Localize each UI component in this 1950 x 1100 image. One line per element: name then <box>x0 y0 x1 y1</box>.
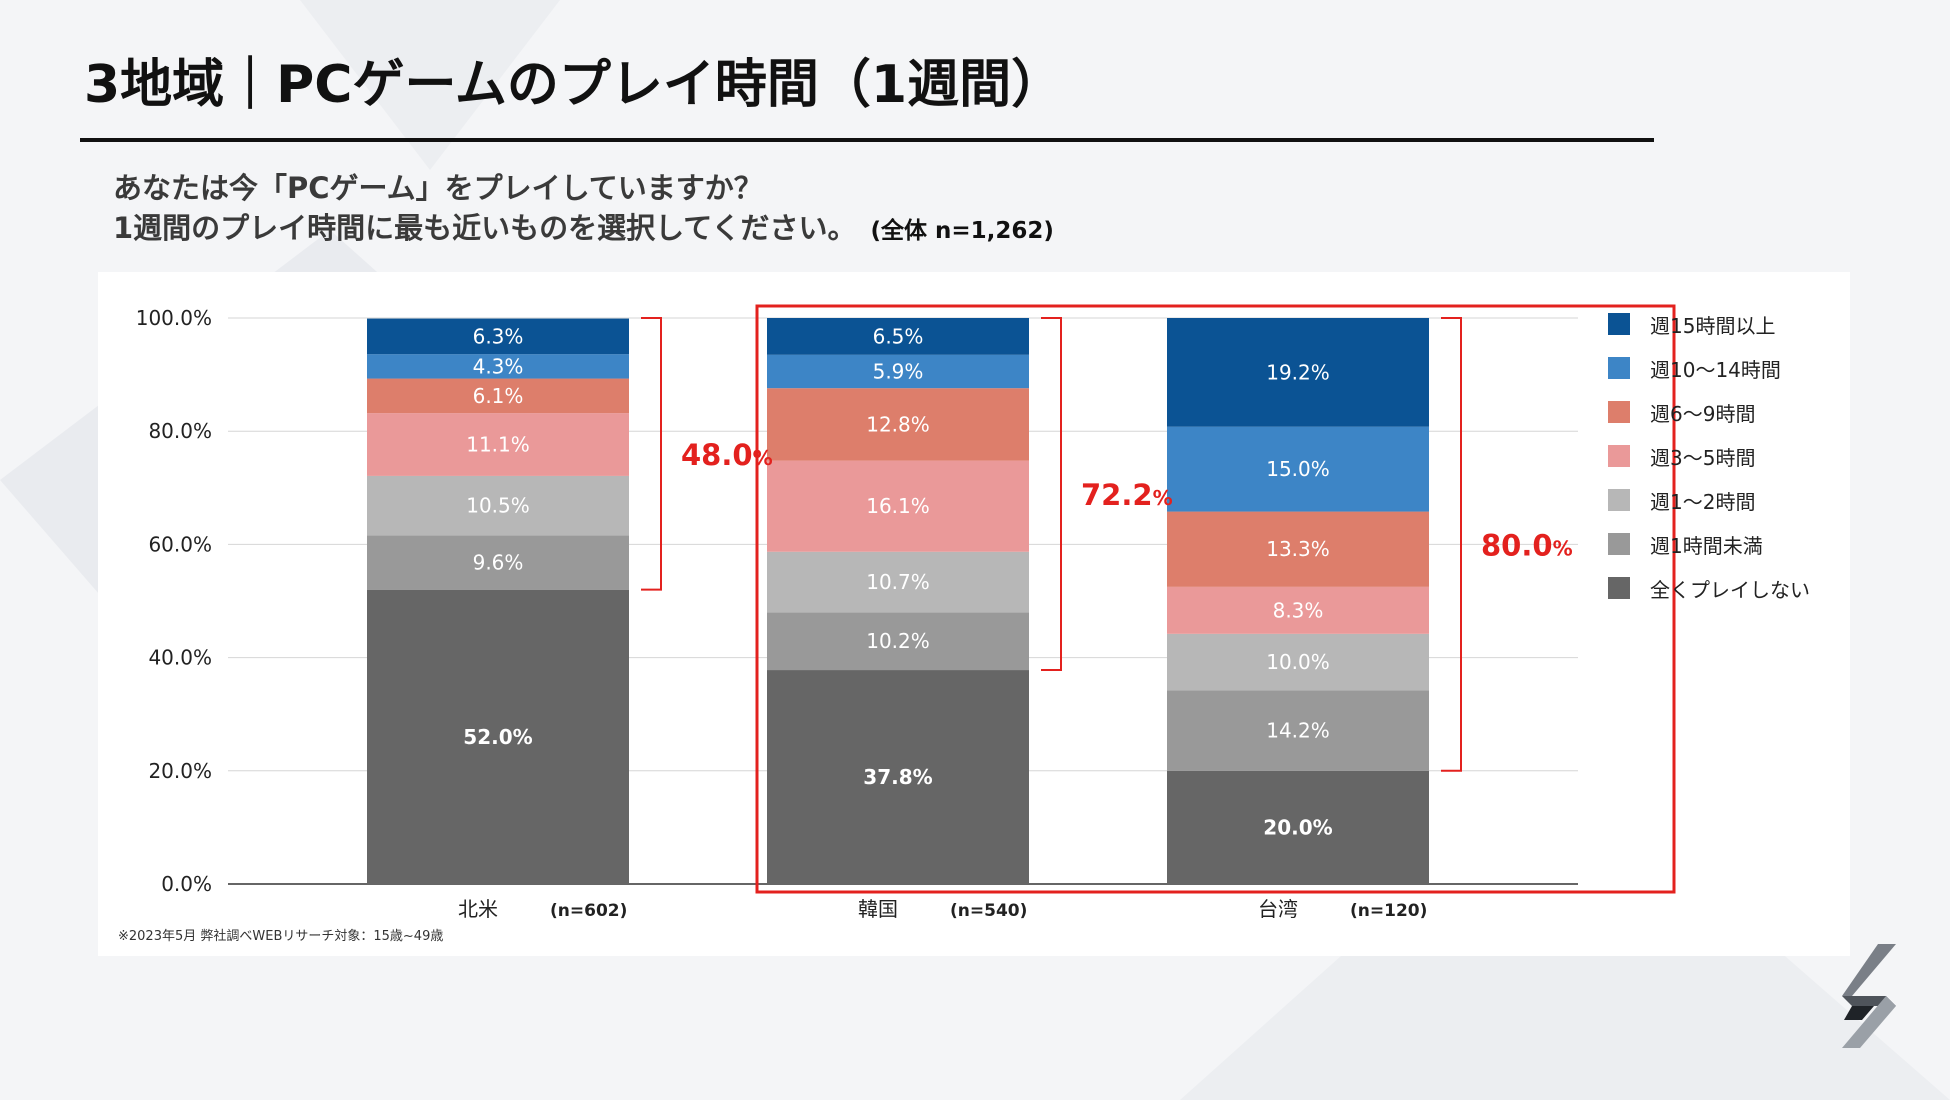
data-label: 15.0% <box>1266 457 1330 481</box>
bar-segment <box>767 388 1029 461</box>
y-tick-label: 40.0% <box>148 646 212 670</box>
data-label: 10.0% <box>1266 650 1330 674</box>
legend-swatch <box>1608 313 1630 335</box>
y-tick-label: 20.0% <box>148 759 212 783</box>
bar-segment <box>367 589 629 884</box>
highlight-frame <box>755 304 1676 894</box>
legend-item: 週1〜2時間 <box>1608 478 1810 522</box>
legend-label: 週15時間以上 <box>1650 313 1776 338</box>
legend-item: 週15時間以上 <box>1608 302 1810 346</box>
legend-item: 週10〜14時間 <box>1608 346 1810 390</box>
legend-swatch <box>1608 577 1630 599</box>
data-label: 8.3% <box>1273 598 1324 622</box>
legend-swatch <box>1608 357 1630 379</box>
data-label: 9.6% <box>473 551 524 575</box>
bar-segment <box>367 318 629 355</box>
bar-segment <box>767 354 1029 389</box>
data-label: 10.7% <box>866 570 930 594</box>
data-label: 16.1% <box>866 494 930 518</box>
question-line-1: あなたは今「PCゲーム」をプレイしていますか？ <box>113 171 763 205</box>
data-label: 52.0% <box>463 725 532 749</box>
sample-size-label: (n=120) <box>1350 901 1427 921</box>
bar-segment <box>367 413 629 476</box>
legend-item: 全くプレイしない <box>1608 566 1810 610</box>
y-tick-label: 60.0% <box>148 532 212 556</box>
bar-segment <box>767 460 1029 552</box>
data-label: 19.2% <box>1266 360 1330 384</box>
bar-segment <box>1167 426 1429 512</box>
bracket-line <box>641 317 662 591</box>
bar-segment <box>1167 770 1429 884</box>
data-label: 6.3% <box>473 324 524 348</box>
sample-total: (全体 n=1,262) <box>870 218 1054 244</box>
data-label: 6.1% <box>473 384 524 408</box>
footnote: ※2023年5月 弊社調べWEBリサーチ対象：15歳~49歳 <box>118 929 444 944</box>
bar-segment <box>1167 586 1429 634</box>
bar-segment <box>1167 511 1429 587</box>
survey-question: あなたは今「PCゲーム」をプレイしていますか？ 1週間のプレイ時間に最も近いもの… <box>113 168 1054 251</box>
data-label: 13.3% <box>1266 537 1330 561</box>
chart-legend: 週15時間以上 週10〜14時間 週6〜9時間 週3〜5時間 週1〜2時間 週1時間未満全… <box>1608 302 1810 610</box>
data-label: 5.9% <box>873 359 924 383</box>
bracket-total-label: 48.0% <box>681 438 773 472</box>
page-title: 3地域｜PCゲームのプレイ時間（1週間） <box>84 55 1064 115</box>
chart-card: 0.0% 20.0% 40.0% 60.0% 80.0% 100.0% 52.0% 9.6% 1… <box>98 272 1850 956</box>
data-label: 10.5% <box>466 494 530 518</box>
legend-swatch <box>1608 489 1630 511</box>
bar-segment <box>367 535 629 590</box>
legend-swatch <box>1608 445 1630 467</box>
question-line-2-text: 1週間のプレイ時間に最も近いものを選択してください。 <box>113 211 857 245</box>
bar-segment <box>1167 633 1429 691</box>
legend-swatch <box>1608 401 1630 423</box>
data-label: 4.3% <box>473 354 524 378</box>
sample-size-label: (n=602) <box>550 901 627 921</box>
y-tick-label: 100.0% <box>136 306 212 330</box>
sample-size-label: (n=540) <box>950 901 1027 921</box>
legend-item: 週6〜9時間 <box>1608 390 1810 434</box>
legend-label: 週10〜14時間 <box>1650 357 1781 382</box>
bar-segment <box>767 612 1029 671</box>
legend-swatch <box>1608 533 1630 555</box>
bar-segment <box>767 318 1029 355</box>
legend-label: 週1時間未満 <box>1650 533 1763 558</box>
stacked-bar-chart: 0.0% 20.0% 40.0% 60.0% 80.0% 100.0% 52.0% 9.6% 1… <box>136 304 1676 921</box>
data-label: 37.8% <box>863 765 932 789</box>
data-label: 14.2% <box>1266 719 1330 743</box>
category-label: 北米 <box>458 897 498 921</box>
bar-segment <box>767 670 1029 884</box>
data-label: 6.5% <box>873 324 924 348</box>
category-label: 台湾 <box>1258 897 1298 921</box>
legend-label: 全くプレイしない <box>1650 577 1810 602</box>
data-label: 10.2% <box>866 629 930 653</box>
bar-segment <box>367 354 629 379</box>
bracket-line <box>1041 317 1062 672</box>
bar-segment <box>1167 690 1429 771</box>
legend-label: 週3〜5時間 <box>1650 445 1756 470</box>
legend-item: 週1時間未満 <box>1608 522 1810 566</box>
category-label: 韓国 <box>858 897 898 921</box>
legend-label: 週1〜2時間 <box>1650 489 1756 514</box>
title-divider <box>80 138 1654 142</box>
bracket-line <box>1441 317 1462 772</box>
bar-segment <box>367 475 629 536</box>
bracket-total-label: 72.2% <box>1081 478 1173 512</box>
legend-label: 週6〜9時間 <box>1650 401 1756 426</box>
data-label: 12.8% <box>866 412 930 436</box>
y-tick-label: 80.0% <box>148 419 212 443</box>
legend-item: 週3〜5時間 <box>1608 434 1810 478</box>
bar-segment <box>1167 318 1429 427</box>
data-label: 20.0% <box>1263 815 1332 839</box>
brand-logo-icon <box>1842 944 1896 1048</box>
y-tick-label: 0.0% <box>161 872 212 896</box>
bar-segment <box>767 551 1029 613</box>
bar-segment <box>367 378 629 414</box>
data-label: 11.1% <box>466 433 530 457</box>
question-line-2: 1週間のプレイ時間に最も近いものを選択してください。 (全体 n=1,262) <box>113 208 1054 251</box>
bracket-total-label: 80.0% <box>1481 528 1573 562</box>
